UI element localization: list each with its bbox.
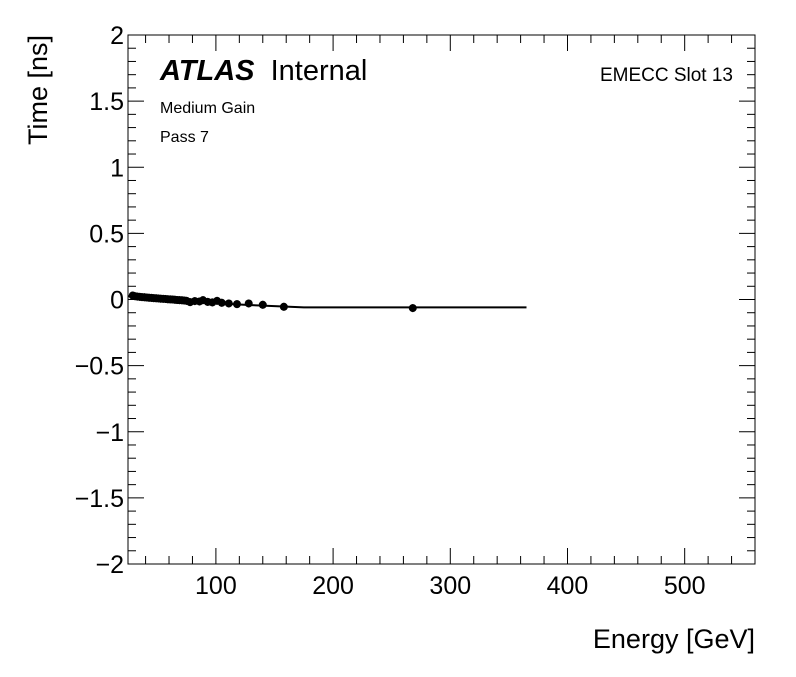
- point-marker: [244, 299, 253, 308]
- atlas-experiment: ATLAS: [159, 55, 255, 87]
- axis-tick-labels: 100 200 300 400 500 −2 −1.5 −1 −0.5 0 0.5 1 1.5 2: [75, 22, 706, 600]
- data-point: [224, 299, 233, 308]
- x-tick-label: 400: [547, 572, 589, 600]
- x-tick-label: 200: [312, 572, 354, 600]
- y-tick-label: 0.5: [89, 220, 124, 248]
- y-tick-label: 1: [110, 154, 124, 182]
- gain-annotation: Medium Gain: [160, 100, 255, 117]
- slot-annotation: EMECC Slot 13: [600, 65, 733, 86]
- y-tick-label: −1: [95, 419, 124, 447]
- y-tick-label: 2: [110, 22, 124, 50]
- y-tick-label: −0.5: [75, 353, 124, 381]
- point-marker: [224, 299, 233, 308]
- pass-annotation: Pass 7: [160, 129, 209, 146]
- y-axis-label: Time [ns]: [23, 35, 53, 145]
- y-tick-label: −1.5: [75, 485, 124, 513]
- y-tick-label: 1.5: [89, 88, 124, 116]
- x-tick-label: 300: [429, 572, 471, 600]
- axis-ticks: [128, 34, 756, 565]
- data-point: [217, 298, 226, 307]
- y-tick-label: −2: [95, 551, 124, 579]
- data-point: [279, 302, 288, 311]
- data-points: [128, 291, 417, 313]
- point-marker: [232, 300, 241, 309]
- point-marker: [217, 298, 226, 307]
- x-tick-label: 500: [664, 572, 706, 600]
- data-point: [232, 300, 241, 309]
- data-point: [244, 299, 253, 308]
- y-tick-label: 0: [110, 287, 124, 315]
- atlas-status: Internal: [271, 55, 368, 87]
- x-axis-label: Energy [GeV]: [593, 624, 755, 654]
- point-marker: [408, 304, 417, 313]
- point-marker: [279, 302, 288, 311]
- data-point: [408, 304, 417, 313]
- x-tick-label: 100: [195, 572, 237, 600]
- atlas-label: ATLAS Internal: [159, 55, 367, 87]
- point-marker: [258, 300, 267, 309]
- data-point: [258, 300, 267, 309]
